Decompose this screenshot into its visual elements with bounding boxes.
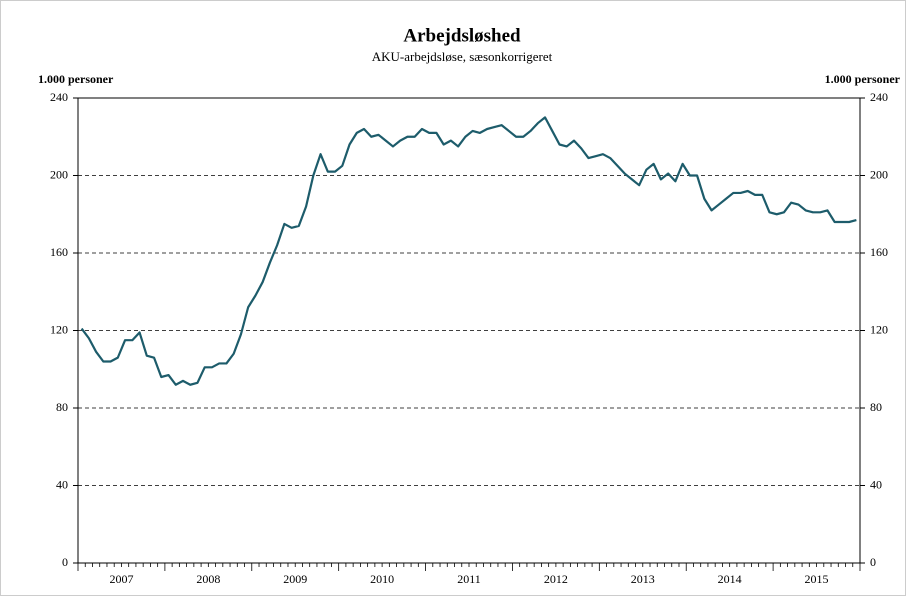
chart-subtitle: AKU-arbejdsløse, sæsonkorrigeret	[372, 49, 553, 64]
y2-tick-label: 200	[870, 167, 888, 181]
y2-axis-label: 1.000 personer	[825, 72, 901, 86]
chart-title: Arbejdsløshed	[403, 25, 521, 46]
x-tick-label: 2008	[196, 572, 220, 586]
x-tick-label: 2010	[370, 572, 394, 586]
y-tick-label: 0	[62, 555, 68, 569]
plot-frame	[77, 97, 861, 564]
x-tick-label: 2013	[631, 572, 655, 586]
y-axis-label: 1.000 personer	[38, 72, 114, 86]
x-tick-label: 2015	[805, 572, 829, 586]
y-tick-label: 160	[50, 245, 68, 259]
y2-tick-label: 80	[870, 400, 882, 414]
y2-tick-label: 160	[870, 245, 888, 259]
x-tick-label: 2012	[544, 572, 568, 586]
x-tick-label: 2014	[718, 572, 742, 586]
y2-tick-label: 120	[870, 322, 888, 336]
y2-tick-label: 240	[870, 90, 888, 104]
y2-tick-label: 0	[870, 555, 876, 569]
y2-tick-label: 40	[870, 477, 882, 491]
y-tick-label: 200	[50, 167, 68, 181]
y-tick-label: 120	[50, 322, 68, 336]
x-tick-label: 2007	[109, 572, 133, 586]
x-tick-label: 2009	[283, 572, 307, 586]
y-tick-label: 40	[56, 477, 68, 491]
y-tick-label: 80	[56, 400, 68, 414]
y-tick-label: 240	[50, 90, 68, 104]
line-series	[80, 116, 857, 386]
x-tick-label: 2011	[457, 572, 481, 586]
